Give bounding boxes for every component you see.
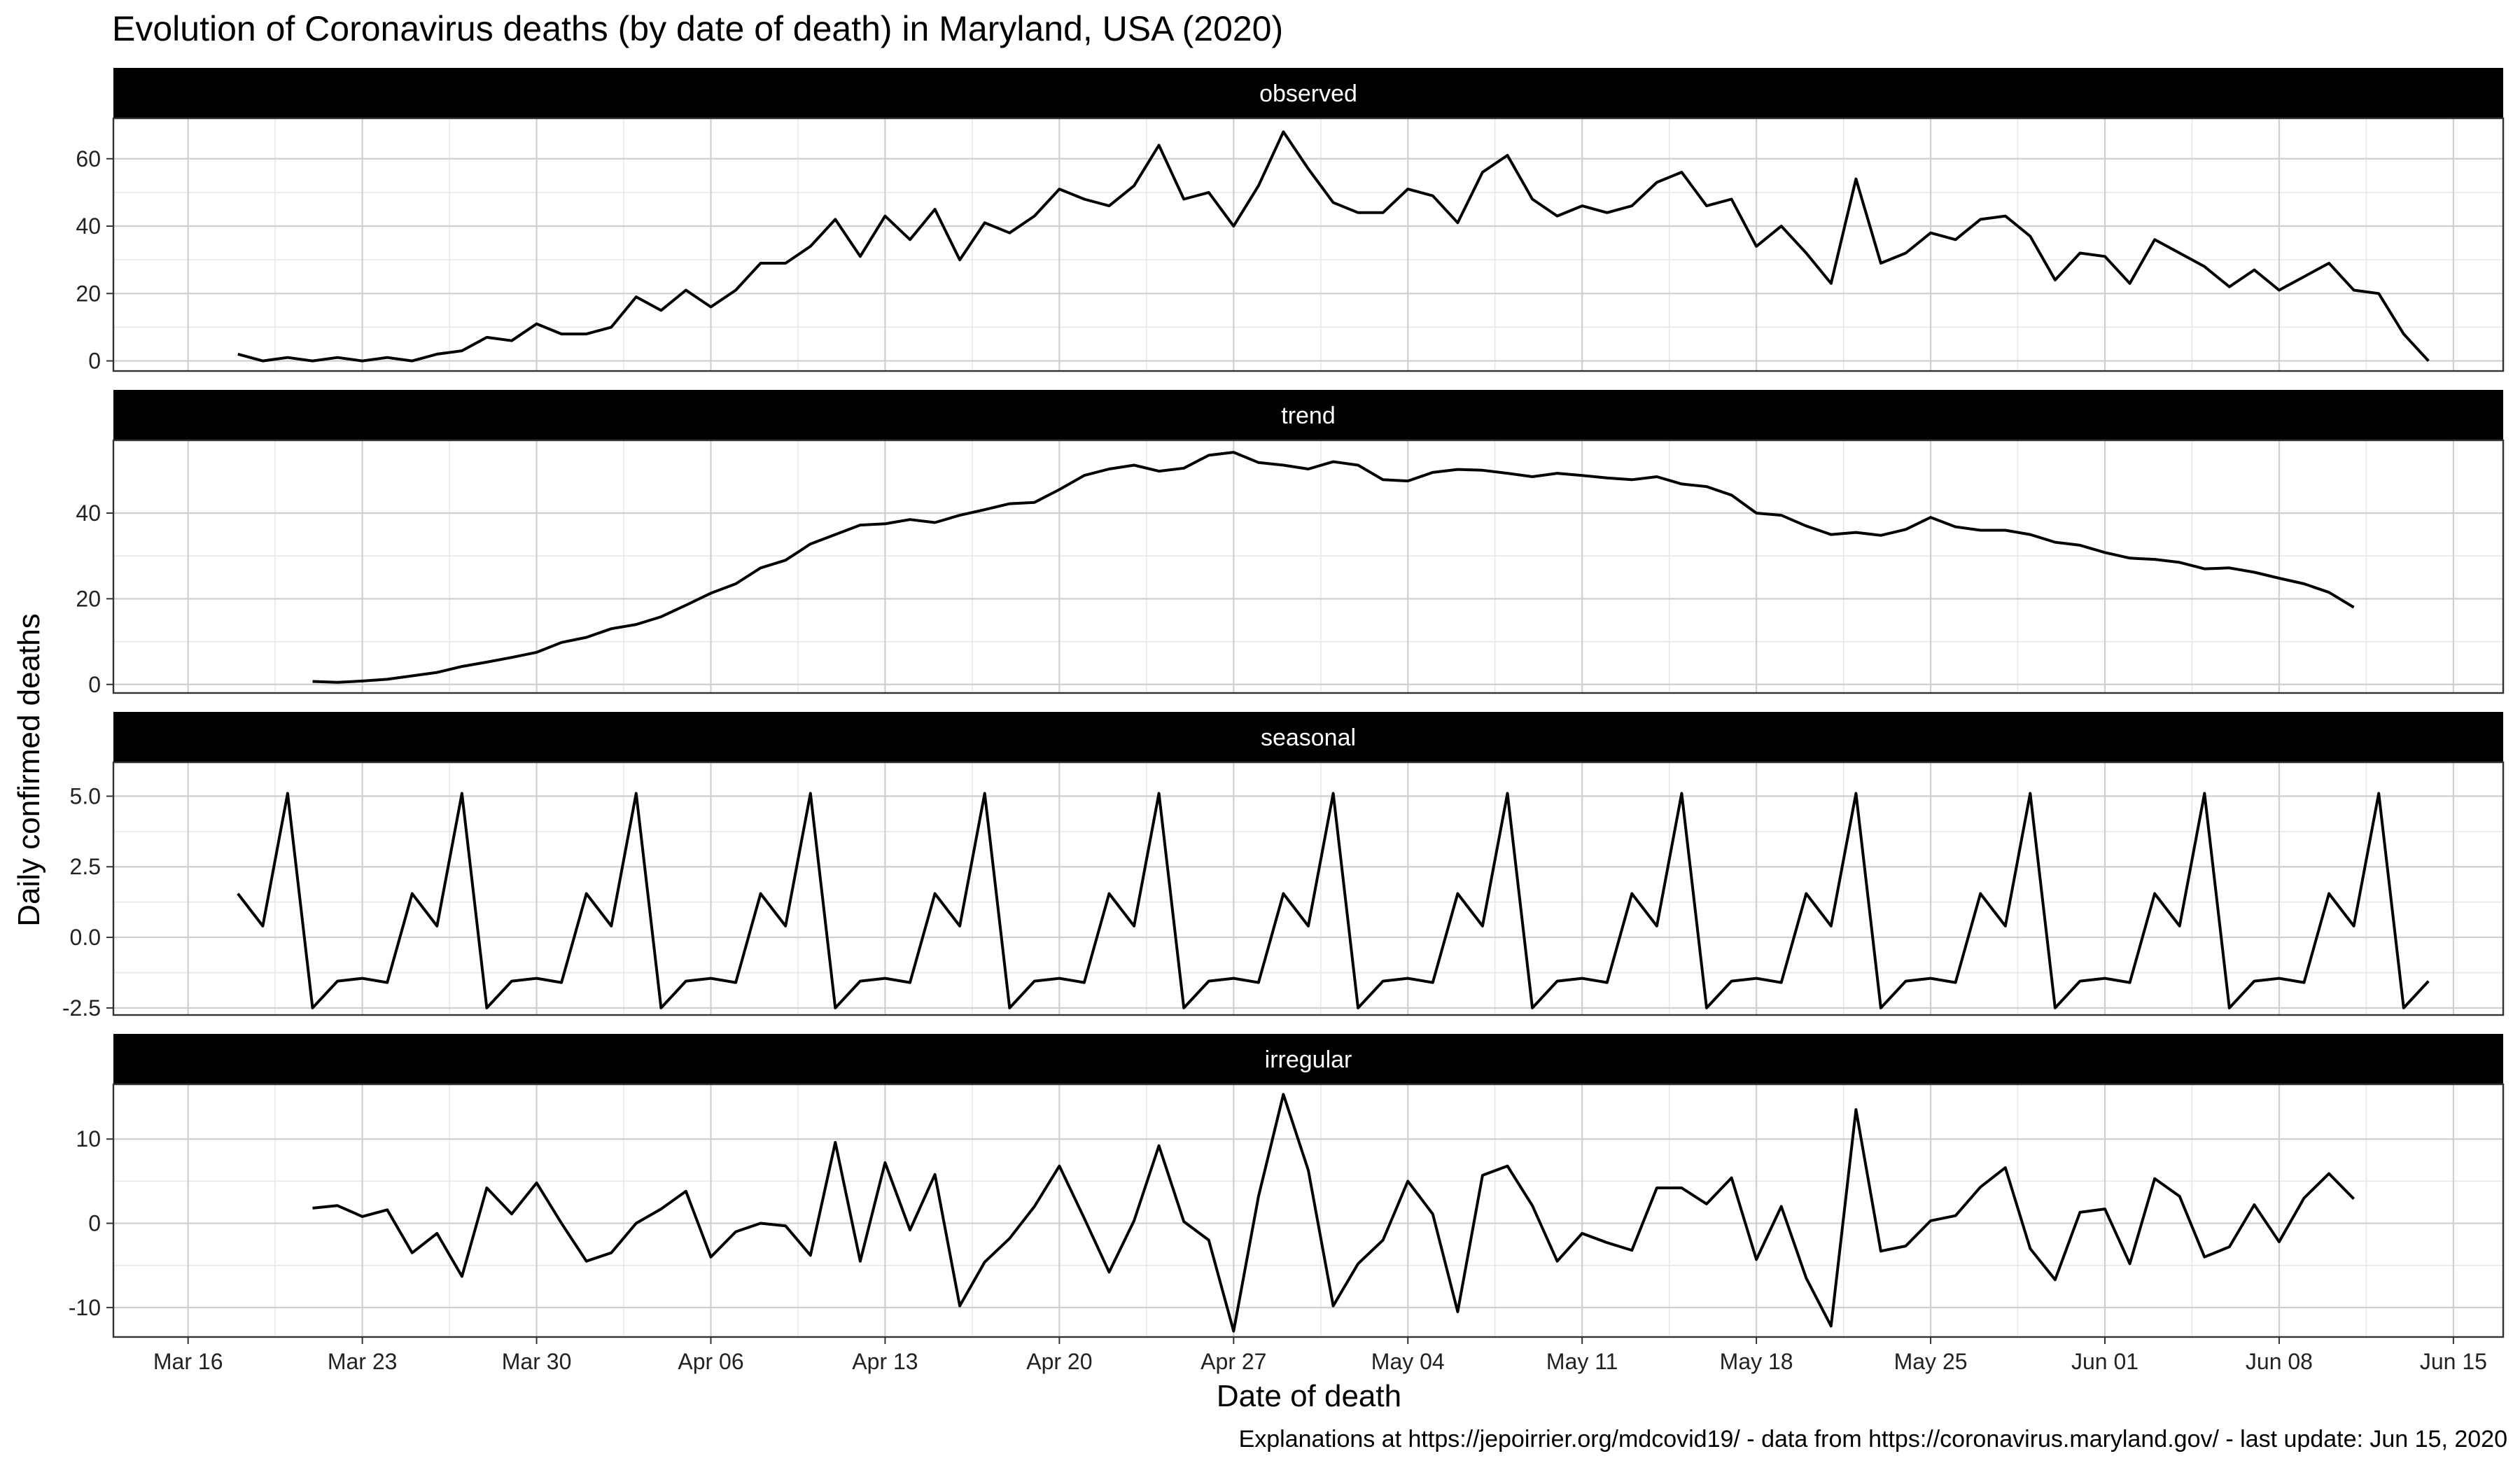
x-tick-label: May 25	[1894, 1349, 1968, 1374]
x-tick-label: May 11	[1546, 1349, 1618, 1374]
y-tick-label: 20	[76, 281, 101, 306]
y-tick-label: 60	[76, 146, 101, 172]
panel-border	[112, 761, 2505, 1016]
series-line-seasonal	[237, 792, 2430, 1009]
x-tick-label: Jun 15	[2420, 1349, 2487, 1374]
series-line-irregular	[312, 1093, 2356, 1333]
panel-trend: trend 0 20 40	[76, 390, 2505, 697]
panel-strip	[113, 1034, 2503, 1084]
panel-strip	[113, 712, 2503, 762]
panel-observed: observed 0 20 40 60	[76, 68, 2505, 374]
y-tick-label: 40	[76, 500, 101, 526]
y-tick-label: 0	[88, 1211, 101, 1236]
panel-strip-label: seasonal	[1261, 724, 1356, 751]
y-tick-label: -2.5	[62, 995, 101, 1021]
chart-title: Evolution of Coronavirus deaths (by date…	[112, 9, 1284, 48]
x-tick-label: Mar 23	[328, 1349, 398, 1374]
panel-strip	[113, 68, 2503, 118]
x-tick-label: Apr 27	[1200, 1349, 1266, 1374]
x-tick-label: Mar 30	[502, 1349, 572, 1374]
y-tick-label: 20	[76, 586, 101, 611]
x-tick-label: May 04	[1371, 1349, 1445, 1374]
x-tick-label: Apr 06	[678, 1349, 743, 1374]
x-tick-label: Mar 16	[153, 1349, 223, 1374]
y-tick-label: 0	[88, 672, 101, 697]
panel-strip-label: observed	[1259, 80, 1357, 107]
series-line-observed	[237, 130, 2430, 363]
x-tick-label: Jun 01	[2071, 1349, 2138, 1374]
y-tick-label: 5.0	[70, 783, 101, 808]
x-axis-title: Date of death	[1216, 1379, 1402, 1413]
panel-border	[112, 1083, 2505, 1338]
panel-irregular: irregular -10 0 10	[69, 1034, 2505, 1338]
x-tick-label: Jun 08	[2246, 1349, 2313, 1374]
y-tick-label: 10	[76, 1126, 101, 1152]
x-tick-label: Apr 20	[1026, 1349, 1092, 1374]
panel-strip-label: trend	[1281, 402, 1336, 429]
panel-strip-label: irregular	[1265, 1046, 1352, 1073]
panel-strip	[113, 390, 2503, 440]
panel-border	[112, 439, 2505, 694]
panel-border	[112, 117, 2505, 372]
y-tick-label: 2.5	[70, 854, 101, 879]
x-tick-label: May 18	[1720, 1349, 1793, 1374]
y-tick-label: 0.0	[70, 925, 101, 950]
y-tick-label: 0	[88, 349, 101, 374]
x-tick-label: Apr 13	[852, 1349, 918, 1374]
chart-caption: Explanations at https://jepoirrier.org/m…	[1238, 1426, 2507, 1452]
panel-seasonal: seasonal -2.5 0.0 2.5 5.0	[62, 712, 2505, 1021]
y-tick-label: -10	[69, 1295, 101, 1320]
series-line-trend	[312, 451, 2355, 684]
y-tick-label: 40	[76, 214, 101, 239]
